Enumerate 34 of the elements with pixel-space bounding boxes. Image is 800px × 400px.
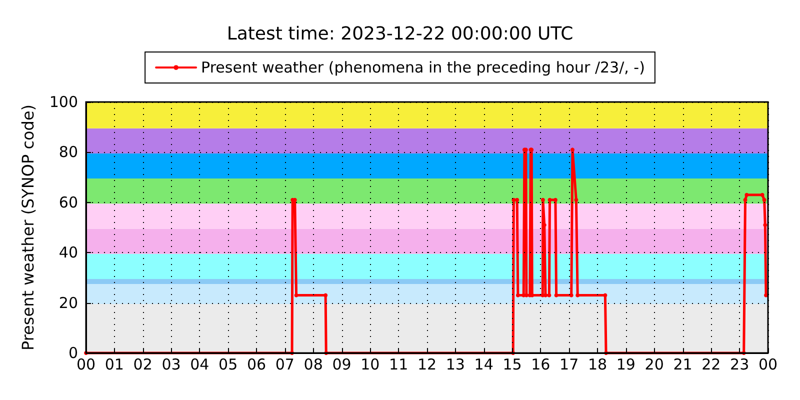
x-tick-label: 04: [190, 356, 210, 374]
x-tick-label: 16: [531, 356, 550, 374]
y-tick-label: 20: [58, 294, 78, 312]
y-tick-label: 100: [49, 93, 78, 111]
x-tick-label: 05: [218, 356, 238, 374]
x-tick-label: 03: [162, 356, 181, 374]
x-tick-label: 21: [673, 356, 692, 374]
x-tick-label: 01: [104, 356, 124, 374]
y-tick-label: 80: [58, 143, 78, 162]
x-tick-label: 18: [588, 356, 608, 374]
y-tick-label: 60: [58, 193, 78, 212]
x-tick-label: 06: [246, 356, 266, 374]
x-tick-label: 14: [474, 356, 494, 374]
x-tick-label: 11: [389, 356, 408, 374]
x-tick-label: 22: [702, 356, 721, 374]
x-tick-label: 02: [133, 356, 152, 374]
x-tick-label: 12: [417, 356, 437, 374]
chart-title: Latest time: 2023-12-22 00:00:00 UTC: [226, 24, 574, 44]
x-tick-label: 20: [644, 356, 664, 374]
x-tick-label: 00: [76, 356, 96, 374]
x-tick-label: 19: [616, 356, 636, 374]
x-tick-label: 00: [758, 356, 778, 374]
x-tick-label: 08: [304, 356, 323, 374]
x-tick-label: 09: [332, 356, 352, 374]
x-tick-label: 15: [502, 356, 522, 374]
y-tick-label: 40: [58, 244, 78, 262]
x-tick-label: 13: [446, 356, 465, 374]
legend-label: Present weather (phenomena in the preceding hour /23/, -): [201, 58, 645, 76]
x-tick-label: 10: [360, 356, 380, 374]
x-tick-label: 07: [275, 356, 294, 374]
y-tick-label: 0: [68, 344, 78, 362]
y-axis-title: Present weather (SYNOP code): [18, 104, 38, 351]
x-tick-label: 17: [560, 356, 579, 374]
x-tick-label: 23: [730, 356, 750, 374]
